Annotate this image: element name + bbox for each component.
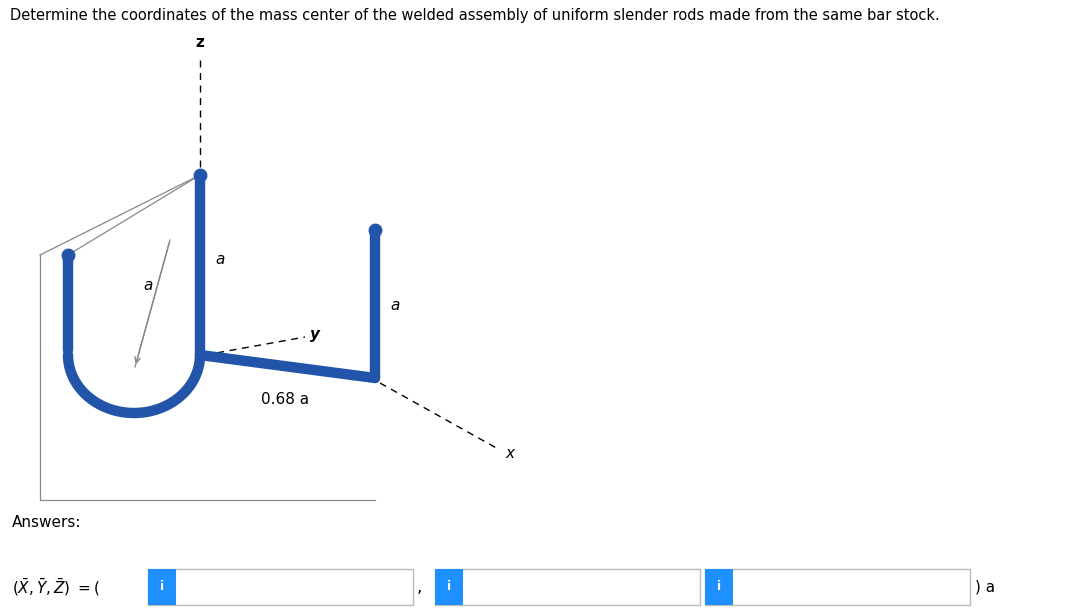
Text: ,: , [417,578,423,596]
Text: x: x [505,445,514,461]
Text: Determine the coordinates of the mass center of the welded assembly of uniform s: Determine the coordinates of the mass ce… [10,8,940,23]
Text: 0.68 a: 0.68 a [261,392,309,407]
Text: $(\bar{X},\bar{Y},\bar{Z})$ $= ($: $(\bar{X},\bar{Y},\bar{Z})$ $= ($ [12,576,100,598]
Text: i: i [447,581,451,593]
Text: ,: , [704,578,710,596]
Text: y: y [310,328,320,343]
Text: a: a [143,277,152,293]
Text: Answers:: Answers: [12,515,82,530]
FancyBboxPatch shape [148,569,176,605]
FancyBboxPatch shape [705,569,733,605]
Text: ) a: ) a [975,579,995,595]
FancyBboxPatch shape [435,569,700,605]
FancyBboxPatch shape [148,569,413,605]
Text: i: i [160,581,164,593]
Text: z: z [196,35,204,50]
FancyBboxPatch shape [705,569,970,605]
Text: a: a [215,253,224,268]
Text: i: i [717,581,721,593]
FancyBboxPatch shape [435,569,463,605]
Text: a: a [390,298,399,312]
